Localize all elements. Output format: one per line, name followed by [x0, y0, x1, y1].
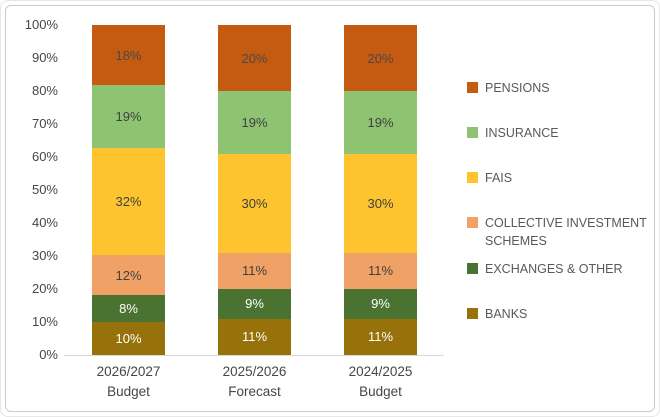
- legend-item: PENSIONS: [467, 79, 657, 97]
- bar-segment: 11%: [344, 318, 417, 355]
- legend-item: BANKS: [467, 305, 657, 323]
- data-label: 9%: [371, 296, 390, 312]
- legend-label: FAIS: [485, 171, 513, 185]
- legend-label: COLLECTIVE INVESTMENT SCHEMES: [485, 216, 647, 248]
- data-label: 19%: [115, 109, 142, 125]
- y-tick-label: 60%: [31, 149, 58, 164]
- bar-segment: 30%: [344, 153, 417, 253]
- legend-item: FAIS: [467, 169, 657, 187]
- legend-item: INSURANCE: [467, 124, 657, 142]
- legend-label: PENSIONS: [485, 81, 550, 95]
- y-tick-label: 20%: [31, 281, 58, 296]
- data-label: 10%: [115, 330, 142, 346]
- bar-segment: 11%: [344, 252, 417, 289]
- bar-segment: 8%: [92, 295, 165, 322]
- x-axis-label: 2026/2027 Budget: [96, 364, 161, 399]
- legend-label: EXCHANGES & OTHER: [485, 262, 623, 276]
- data-label: 18%: [115, 47, 142, 63]
- bar-segment: 19%: [92, 85, 165, 149]
- legend-swatch: [467, 172, 478, 183]
- data-label: 30%: [241, 195, 268, 211]
- data-label: 12%: [115, 267, 142, 283]
- legend-swatch: [467, 217, 478, 228]
- bar-segment: 32%: [92, 148, 165, 255]
- legend-label: INSURANCE: [485, 126, 559, 140]
- bar-segment: 11%: [218, 318, 291, 355]
- data-label: 32%: [115, 194, 142, 210]
- data-label: 9%: [245, 296, 264, 312]
- bar-segment: 30%: [218, 153, 291, 253]
- legend-item: COLLECTIVE INVESTMENT SCHEMES: [467, 214, 657, 250]
- x-axis-line: [64, 355, 444, 356]
- y-tick-label: 100%: [24, 17, 58, 32]
- data-label: 20%: [367, 50, 394, 66]
- bar-segment: 19%: [218, 91, 291, 154]
- bar-3: 11% 9% 11% 30% 19% 20%: [344, 25, 417, 355]
- data-label: 8%: [119, 300, 138, 316]
- legend-swatch: [467, 308, 478, 319]
- bar-segment: 9%: [218, 289, 291, 319]
- y-tick-label: 10%: [31, 314, 58, 329]
- legend-swatch: [467, 127, 478, 138]
- data-label: 11%: [241, 263, 268, 279]
- y-tick-label: 30%: [31, 248, 58, 263]
- x-axis-label: 2025/2026 Forecast: [222, 364, 287, 399]
- bar-segment: 19%: [344, 91, 417, 154]
- legend-swatch: [467, 82, 478, 93]
- bar-1: 10% 8% 12% 32% 19% 18%: [92, 25, 165, 355]
- data-label: 19%: [241, 114, 268, 130]
- y-tick-label: 0%: [39, 347, 58, 362]
- legend-item: EXCHANGES & OTHER: [467, 260, 657, 278]
- data-label: 30%: [367, 195, 394, 211]
- y-tick-label: 50%: [31, 182, 58, 197]
- legend-swatch: [467, 263, 478, 274]
- bar-segment: 10%: [92, 321, 165, 355]
- bar-segment: 12%: [92, 255, 165, 295]
- data-label: 20%: [241, 50, 268, 66]
- x-axis-label: 2024/2025 Budget: [348, 364, 413, 399]
- data-label: 11%: [367, 329, 394, 345]
- bar-segment: 18%: [92, 25, 165, 85]
- data-label: 11%: [367, 263, 394, 279]
- y-tick-label: 80%: [31, 83, 58, 98]
- bar-segment: 11%: [218, 252, 291, 289]
- bar-segment: 20%: [218, 25, 291, 91]
- y-tick-label: 90%: [31, 50, 58, 65]
- y-tick-label: 70%: [31, 116, 58, 131]
- bar-segment: 20%: [344, 25, 417, 91]
- data-label: 19%: [367, 114, 394, 130]
- bar-segment: 9%: [344, 289, 417, 319]
- y-tick-label: 40%: [31, 215, 58, 230]
- data-label: 11%: [241, 329, 268, 345]
- legend-label: BANKS: [485, 307, 528, 321]
- bar-2: 11% 9% 11% 30% 19% 20%: [218, 25, 291, 355]
